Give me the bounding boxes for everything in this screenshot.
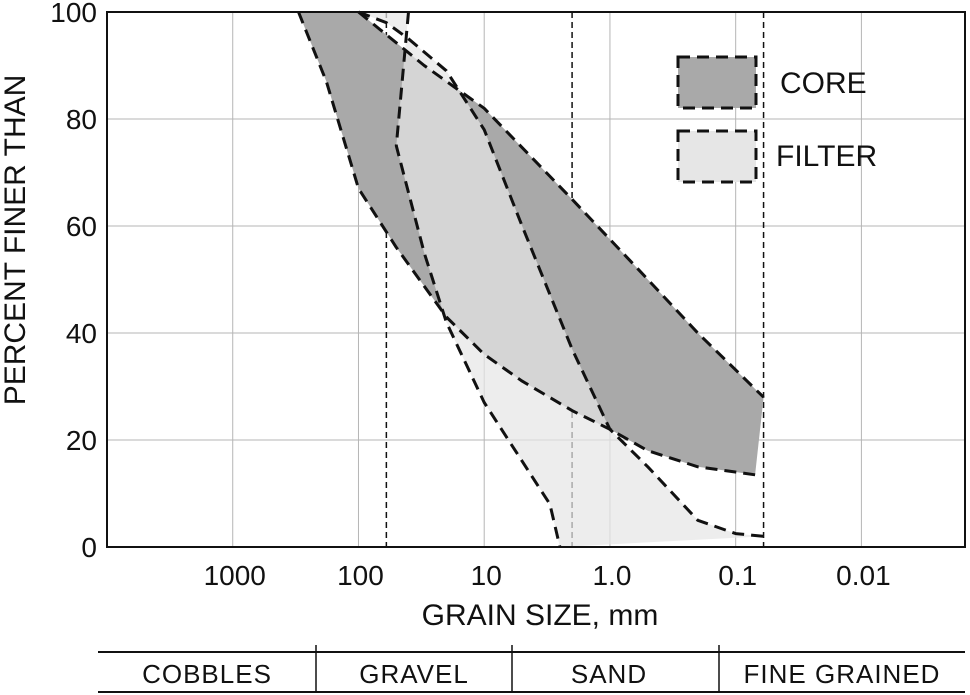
- gradation-bands: [297, 10, 765, 548]
- class-label-cobbles: COBBLES: [142, 659, 272, 689]
- x-tick-label: 1000: [204, 560, 266, 591]
- legend-label-core: CORE: [780, 67, 867, 100]
- x-tick-label: 100: [337, 560, 384, 591]
- y-tick-label: 80: [66, 104, 97, 135]
- y-tick-label: 60: [66, 211, 97, 242]
- plot-frame: [106, 11, 966, 548]
- soil-classification-bar: COBBLES GRAVEL SAND FINE GRAINED: [98, 645, 965, 693]
- y-tick-label: 100: [50, 0, 97, 28]
- band-upper-filter: [357, 10, 764, 538]
- band-lower-filter: [394, 11, 562, 548]
- y-axis-title: PERCENT FINER THAN: [0, 75, 32, 406]
- x-tick-label: 0.1: [718, 560, 757, 591]
- legend: CORE FILTER: [676, 55, 877, 184]
- class-label-gravel: GRAVEL: [359, 659, 469, 689]
- band-upper-core: [357, 10, 765, 399]
- band-lower-core: [297, 11, 756, 477]
- x-tick-labels: 1000 100 10 1.0 0.1 0.01: [204, 560, 891, 591]
- y-tick-labels: 0 20 40 60 80 100: [50, 0, 97, 563]
- x-tick-label: 10: [471, 560, 502, 591]
- legend-swatch-filter: [676, 129, 758, 184]
- y-tick-label: 0: [81, 532, 97, 563]
- band-fill-filter: [358, 12, 764, 547]
- y-tick-label: 20: [66, 425, 97, 456]
- legend-label-filter: FILTER: [776, 140, 877, 173]
- class-label-sand: SAND: [571, 659, 647, 689]
- x-tick-label: 0.01: [836, 560, 891, 591]
- x-axis-title: GRAIN SIZE, mm: [422, 599, 659, 632]
- y-tick-label: 40: [66, 318, 97, 349]
- legend-swatch-core: [676, 55, 758, 110]
- x-tick-label: 1.0: [592, 560, 631, 591]
- class-label-fine-grained: FINE GRAINED: [744, 659, 941, 689]
